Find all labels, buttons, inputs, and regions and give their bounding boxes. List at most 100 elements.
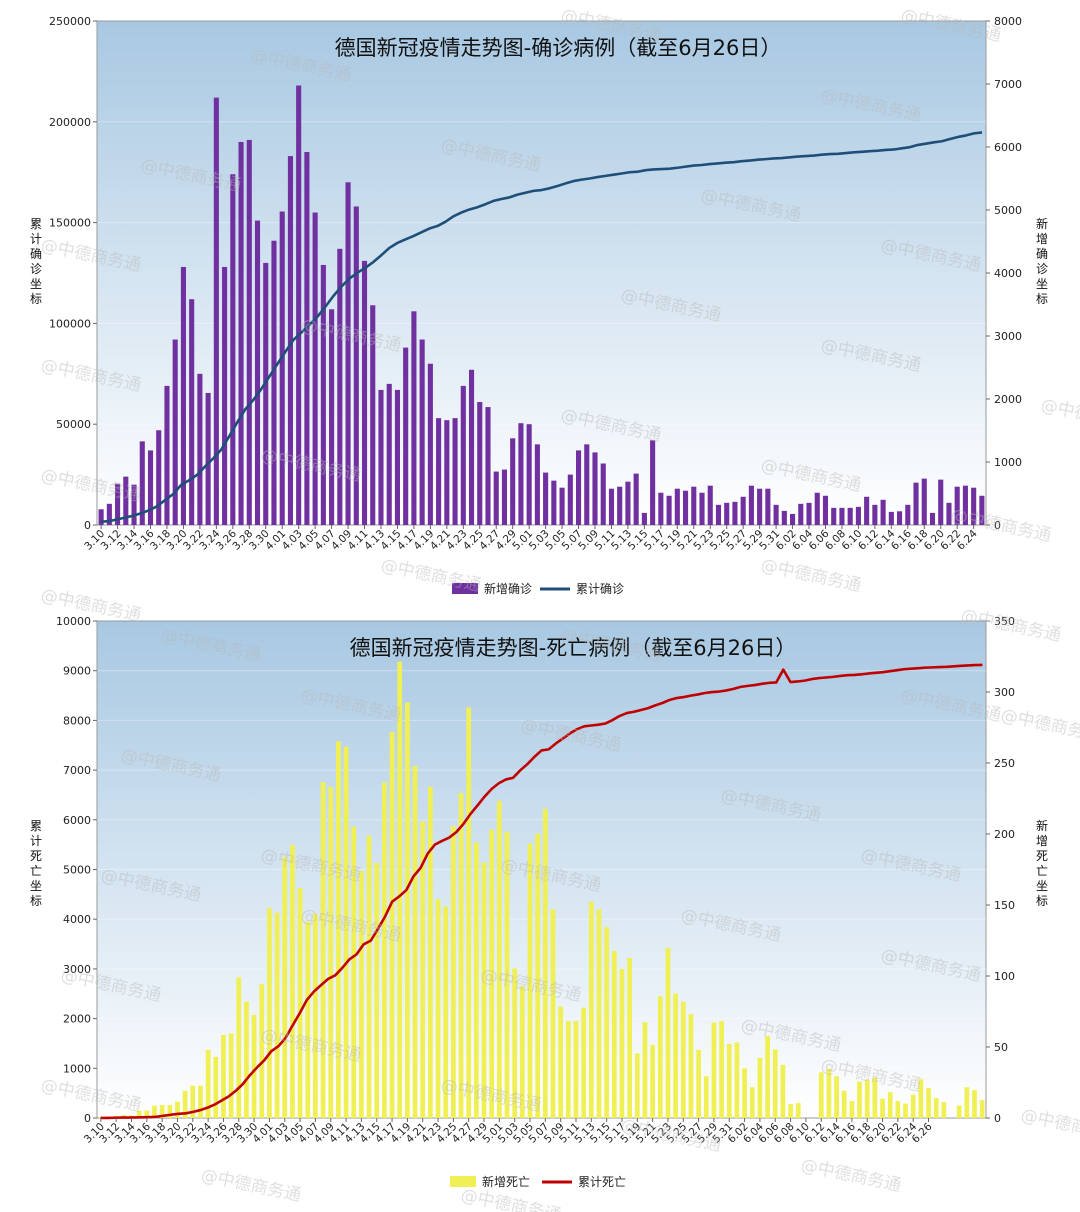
bar	[788, 1104, 793, 1118]
bar	[641, 512, 647, 525]
bar	[680, 1001, 686, 1118]
chart2-title: 德国新冠疫情走势图-死亡病例（截至6月26日）	[350, 636, 797, 660]
axis-label-char: 标	[1036, 894, 1048, 908]
left-tick-label: 0	[84, 519, 91, 532]
bar	[880, 1098, 885, 1118]
bar	[864, 496, 870, 525]
bar	[658, 492, 664, 525]
bar	[394, 389, 400, 525]
bar	[213, 1056, 219, 1118]
bar	[765, 488, 771, 525]
bar	[565, 1021, 571, 1119]
bar	[839, 507, 845, 525]
bar	[370, 305, 376, 525]
bar	[287, 156, 293, 525]
bar	[666, 495, 672, 525]
bar	[411, 311, 417, 525]
left-tick-label: 2000	[63, 1013, 91, 1026]
bar	[831, 507, 837, 525]
watermark-text: @中德商务通	[999, 705, 1080, 746]
bar	[228, 1033, 234, 1118]
bar	[757, 1057, 763, 1118]
bar	[608, 488, 615, 525]
axis-label-char: 坐	[30, 277, 42, 291]
bar	[910, 1094, 916, 1118]
bar	[147, 450, 154, 525]
bar	[221, 1035, 226, 1118]
bar	[282, 857, 288, 1119]
bar	[642, 1022, 648, 1118]
bar	[542, 808, 548, 1118]
bar	[139, 441, 145, 525]
bar	[543, 472, 549, 525]
bar	[964, 1087, 970, 1118]
bar	[386, 383, 392, 525]
bar	[236, 977, 242, 1118]
bar	[558, 1006, 564, 1118]
bar	[780, 1064, 786, 1118]
bar	[244, 1001, 249, 1118]
bar	[972, 1090, 977, 1118]
bar	[929, 512, 936, 525]
bar	[290, 845, 295, 1118]
bar	[979, 495, 985, 525]
chart2-x-axis-ticks: 3.103.123.143.163.183.203.223.243.263.28…	[82, 1118, 935, 1146]
legend-swatch-new-confirmed	[452, 583, 478, 594]
bar	[971, 487, 977, 525]
bar	[366, 835, 372, 1118]
bar	[534, 444, 540, 525]
chart1-title: 德国新冠疫情走势图-确诊病例（截至6月26日）	[335, 36, 782, 60]
bar	[512, 968, 518, 1118]
right-tick-label: 350	[994, 615, 1015, 628]
watermark-text: @中德商务通	[459, 1185, 563, 1212]
bar	[880, 499, 886, 525]
watermark-text: @中德商务通	[379, 555, 483, 596]
bar	[279, 211, 285, 525]
chart1-cumulative-line	[100, 131, 983, 524]
axis-label-char: 死	[30, 849, 42, 863]
bar	[493, 471, 499, 525]
watermark-text: @中德商务通	[619, 1115, 723, 1156]
bar	[198, 1085, 203, 1118]
bar	[933, 1098, 939, 1118]
bar	[841, 1090, 847, 1118]
right-tick-label: 100	[994, 970, 1015, 983]
right-tick-label: 200	[994, 828, 1015, 841]
bar	[230, 174, 236, 525]
bar	[918, 1079, 924, 1118]
axis-label-char: 坐	[1036, 879, 1048, 893]
bar	[604, 927, 610, 1118]
bar	[724, 502, 730, 525]
left-tick-label: 4000	[63, 913, 91, 926]
bar	[757, 488, 763, 525]
bar	[691, 486, 697, 525]
bar	[864, 1079, 870, 1118]
bar	[592, 452, 598, 525]
bar	[271, 240, 277, 526]
bar	[412, 766, 418, 1118]
bar	[872, 504, 878, 525]
chart2-left-axis-ticks: 0 1000 2000 3000 4000 5000 6000 7000 8000 9000 100…	[56, 615, 97, 1125]
right-tick-label: 7000	[994, 78, 1022, 91]
axis-label-char: 增	[1036, 232, 1048, 246]
right-tick-label: 4000	[994, 267, 1022, 280]
bar	[888, 511, 894, 525]
bar	[452, 418, 458, 525]
bar	[296, 85, 302, 525]
bar	[581, 1007, 587, 1118]
chart1-left-axis-ticks: 0 50000 100000 150000 200000 250000	[49, 15, 97, 532]
bar	[443, 906, 449, 1118]
bar	[781, 510, 787, 525]
bar	[450, 826, 456, 1118]
bar	[175, 1101, 180, 1118]
bar	[361, 260, 368, 525]
bar	[956, 1105, 962, 1119]
right-tick-label: 150	[994, 899, 1015, 912]
bar	[436, 418, 442, 525]
right-tick-label: 2000	[994, 393, 1022, 406]
bar	[688, 1014, 694, 1118]
bar	[397, 661, 403, 1118]
bar	[650, 440, 656, 525]
axis-label-char: 新	[1036, 216, 1048, 231]
